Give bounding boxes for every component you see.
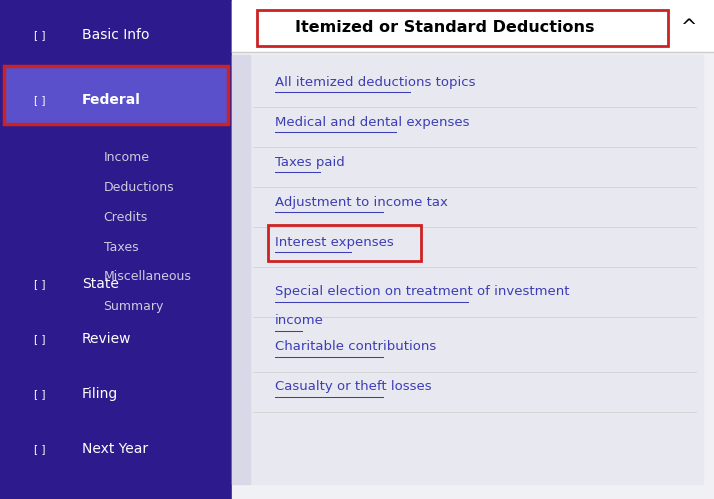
Text: Taxes paid: Taxes paid — [275, 156, 345, 169]
Text: [ ]: [ ] — [34, 334, 45, 344]
Text: Adjustment to income tax: Adjustment to income tax — [275, 196, 448, 209]
Text: Summary: Summary — [104, 300, 164, 313]
Bar — [250, 55, 703, 484]
Text: [ ]: [ ] — [34, 279, 45, 289]
Bar — [232, 0, 714, 52]
Bar — [0, 0, 232, 499]
Bar — [232, 0, 714, 499]
Text: Credits: Credits — [104, 211, 148, 224]
Text: [ ]: [ ] — [34, 444, 45, 454]
Text: [ ]: [ ] — [34, 30, 45, 40]
Text: Review: Review — [82, 332, 131, 346]
Bar — [268, 225, 421, 261]
Text: All itemized deductions topics: All itemized deductions topics — [275, 76, 476, 89]
Bar — [232, 55, 250, 484]
Text: Next Year: Next Year — [82, 442, 149, 456]
Bar — [257, 10, 668, 46]
Text: State: State — [82, 277, 119, 291]
Text: Casualty or theft losses: Casualty or theft losses — [275, 380, 431, 393]
Text: [ ]: [ ] — [34, 95, 45, 105]
Text: Miscellaneous: Miscellaneous — [104, 270, 191, 283]
Text: Charitable contributions: Charitable contributions — [275, 340, 436, 353]
Text: Deductions: Deductions — [104, 181, 174, 194]
Text: Interest expenses: Interest expenses — [275, 236, 393, 249]
Text: Income: Income — [104, 151, 149, 164]
Text: ^: ^ — [681, 18, 697, 37]
Text: [ ]: [ ] — [34, 389, 45, 399]
Bar — [4, 66, 228, 124]
Text: Federal: Federal — [82, 93, 141, 107]
Text: income: income — [275, 314, 323, 327]
Text: Basic Info: Basic Info — [82, 28, 150, 42]
Text: Itemized or Standard Deductions: Itemized or Standard Deductions — [295, 20, 594, 35]
Text: Filing: Filing — [82, 387, 119, 401]
Bar — [4, 66, 228, 124]
Text: Taxes: Taxes — [104, 241, 138, 253]
Text: Special election on treatment of investment: Special election on treatment of investm… — [275, 285, 569, 298]
Text: Medical and dental expenses: Medical and dental expenses — [275, 116, 469, 129]
